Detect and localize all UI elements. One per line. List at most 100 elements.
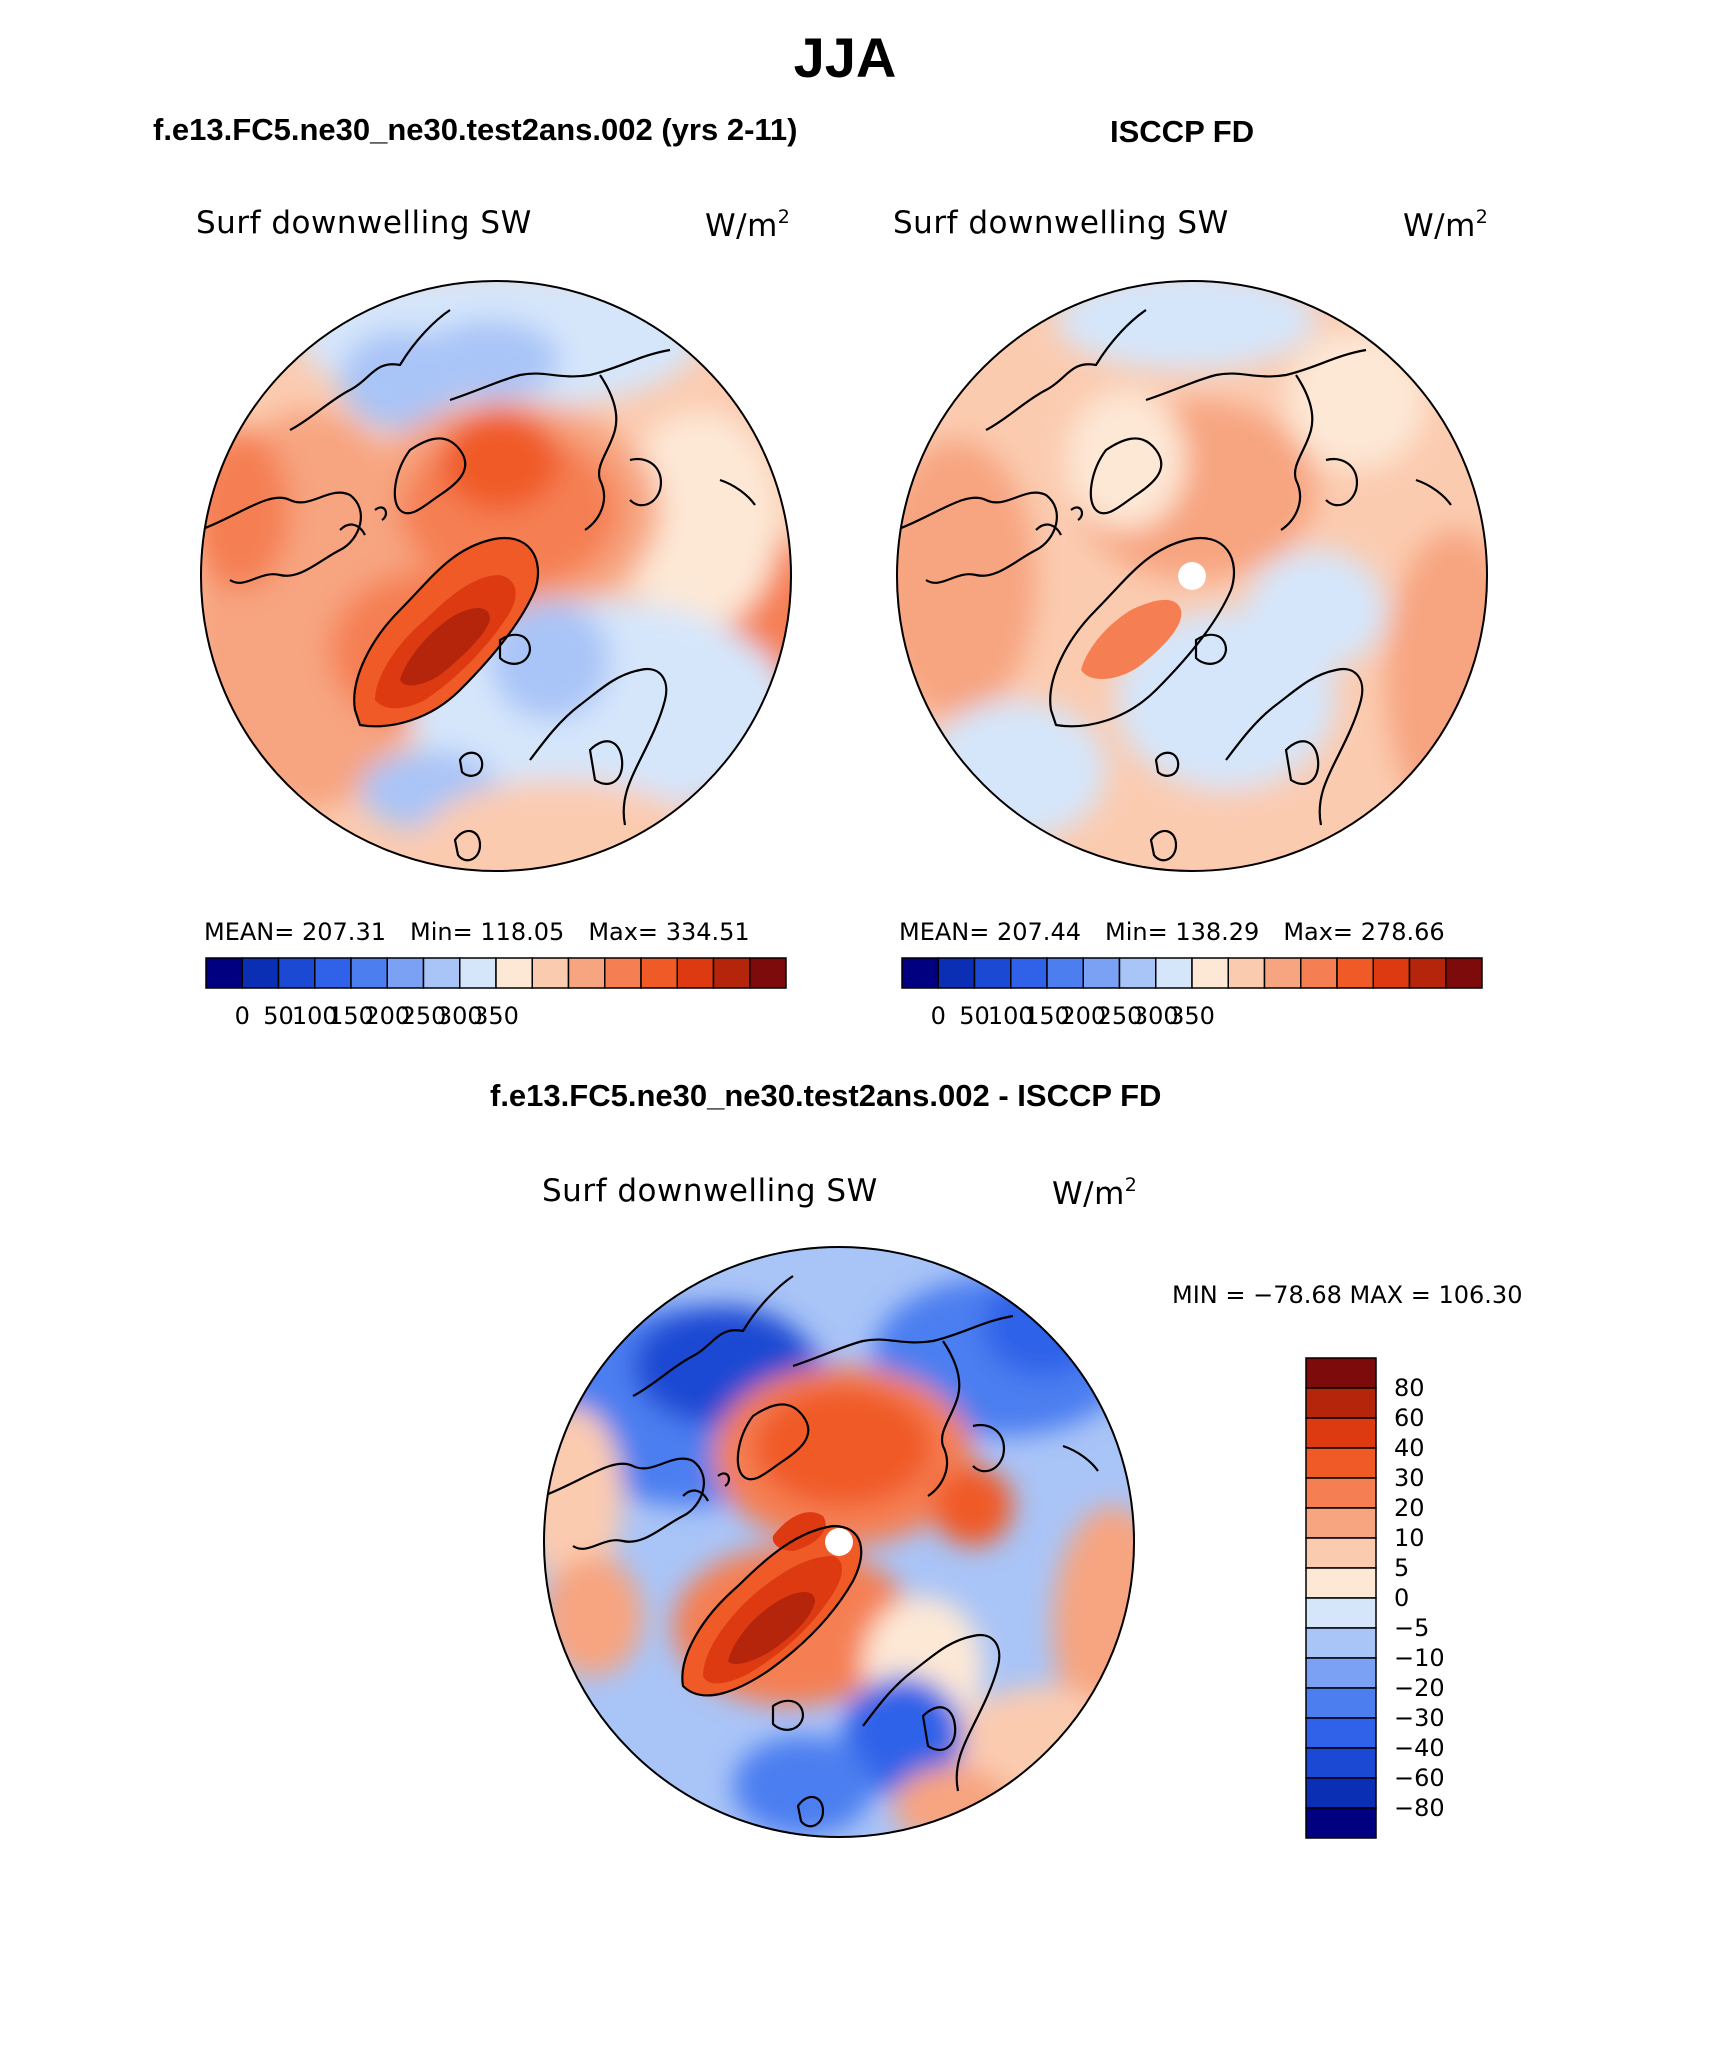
panel-1-colorbar-swatch	[604, 957, 642, 989]
panel-1-colorbar-tick-label: 300	[436, 1002, 483, 1030]
panel-1-colorbar-swatch	[531, 957, 570, 989]
panel-1-stats: MEAN= 207.31 Min= 118.05 Max= 334.51	[204, 918, 750, 946]
panel-1-colorbar-swatch	[495, 957, 533, 989]
panel-3-colorbar-tick-label: −5	[1394, 1614, 1430, 1642]
panel-3-colorbar-swatch	[1305, 1807, 1377, 1839]
panel-2-colorbar-swatch	[1046, 957, 1084, 989]
panel-1-colorbar-swatch	[459, 957, 497, 989]
panel-1-colorbar-swatch	[640, 957, 678, 989]
panel-3-colorbar-tick-label: 0	[1394, 1584, 1410, 1612]
panel-1-units: W/m2	[705, 206, 791, 244]
panel-1-colorbar-swatch	[277, 957, 316, 989]
panel-3-colorbar-tick-label: 80	[1394, 1374, 1425, 1402]
panel-2-colorbar-swatch	[1010, 957, 1048, 989]
panel-3-colorbar-tick-label: −80	[1394, 1794, 1445, 1822]
panel-3-colorbar-ticks: 80 60 40 30 20 10 5 0 −5 −10 −20 −30 −40 −60 −80	[1394, 1358, 1494, 1838]
panel-2-colorbar-swatch	[1155, 957, 1193, 989]
panel-1-colorbar-tick-label: 50	[263, 1002, 294, 1030]
panel-3-colorbar-swatch	[1305, 1747, 1377, 1779]
panel-2-colorbar	[901, 957, 1483, 989]
panel-2-colorbar-swatch	[973, 957, 1012, 989]
panel-1-colorbar-swatch	[205, 957, 243, 989]
panel-3-colorbar-tick-label: −20	[1394, 1674, 1445, 1702]
panel-1-colorbar-ticks: 0 50 100 150 200 250 300 350	[206, 1004, 786, 1034]
panel-3-colorbar-tick-label: −10	[1394, 1644, 1445, 1672]
panel-2-colorbar-swatch	[1082, 957, 1121, 989]
panel-1-colorbar-tick-label: 100	[291, 1002, 338, 1030]
panel-2-colorbar-tick-label: 250	[1096, 1002, 1143, 1030]
panel-1-colorbar-swatch	[676, 957, 715, 989]
panel-3-colorbar-swatch	[1305, 1387, 1377, 1419]
panel-2-colorbar-swatch	[901, 957, 939, 989]
panel-3-colorbar-tick-label: 30	[1394, 1464, 1425, 1492]
main-title: JJA	[793, 26, 897, 89]
panel-2-colorbar-tick-label: 200	[1060, 1002, 1107, 1030]
panel-2-colorbar-swatch	[1227, 957, 1266, 989]
panel-2-colorbar-swatch	[1336, 957, 1374, 989]
panel-2-colorbar-tick-label: 50	[959, 1002, 990, 1030]
panel-2-colorbar-tick-label: 350	[1169, 1002, 1215, 1030]
panel-2-colorbar-swatch	[937, 957, 976, 989]
panel-3-colorbar-swatch	[1305, 1567, 1377, 1599]
panel-3-colorbar-tick-label: 40	[1394, 1434, 1425, 1462]
panel-3-units: W/m2	[1052, 1174, 1138, 1212]
panel-3-colorbar-swatch	[1305, 1777, 1377, 1809]
panel-2-map	[896, 280, 1488, 872]
panel-2-colorbar-tick-label: 0	[930, 1002, 946, 1030]
panel-2-colorbar-tick-label: 100	[987, 1002, 1034, 1030]
panel-3-colorbar-swatch	[1305, 1477, 1377, 1509]
panel-2-variable-label: Surf downwelling SW	[893, 205, 1229, 241]
panel-3-colorbar-swatch	[1305, 1627, 1377, 1659]
panel-2-stats: MEAN= 207.44 Min= 138.29 Max= 278.66	[899, 918, 1445, 946]
panel-2-colorbar-tick-label: 300	[1132, 1002, 1179, 1030]
panel-3-colorbar-swatch	[1305, 1447, 1377, 1479]
panel-3-colorbar-tick-label: −60	[1394, 1764, 1445, 1792]
panel-1-colorbar-swatch	[567, 957, 606, 989]
panel-3-colorbar-tick-label: 10	[1394, 1524, 1425, 1552]
panel-3-colorbar-tick-label: 5	[1394, 1554, 1410, 1582]
panel-1-colorbar-swatch	[386, 957, 425, 989]
panel-2-title: ISCCP FD	[1110, 114, 1255, 149]
panel-3-title: f.e13.FC5.ne30_ne30.test2ans.002 - ISCCP…	[490, 1078, 1162, 1113]
panel-3-colorbar-swatch	[1305, 1657, 1377, 1689]
panel-3-colorbar-tick-label: 60	[1394, 1404, 1425, 1432]
panel-1-colorbar-tick-label: 350	[473, 1002, 519, 1030]
panel-1-colorbar-tick-label: 150	[328, 1002, 374, 1030]
panel-1-colorbar-swatch	[422, 957, 461, 989]
panel-1-colorbar	[205, 957, 787, 989]
panel-1-colorbar-tick-label: 200	[364, 1002, 411, 1030]
panel-2-colorbar-swatch	[1263, 957, 1302, 989]
panel-1-variable-label: Surf downwelling SW	[196, 205, 532, 241]
panel-3-colorbar-swatch	[1305, 1417, 1377, 1449]
panel-2-colorbar-swatch	[1445, 957, 1483, 989]
panel-1-title: f.e13.FC5.ne30_ne30.test2ans.002 (yrs 2-…	[153, 112, 798, 147]
panel-3-minmax: MIN = −78.68 MAX = 106.30	[1172, 1281, 1523, 1309]
panel-1-colorbar-tick-label: 0	[234, 1002, 250, 1030]
panel-2-colorbar-tick-label: 150	[1024, 1002, 1070, 1030]
panel-3-map	[543, 1246, 1135, 1838]
panel-3-colorbar-swatch	[1305, 1507, 1377, 1539]
panel-1-colorbar-tick-label: 250	[400, 1002, 447, 1030]
panel-3-colorbar	[1305, 1357, 1377, 1839]
panel-2-colorbar-swatch	[1372, 957, 1411, 989]
panel-1-colorbar-swatch	[350, 957, 388, 989]
panel-3-colorbar-swatch	[1305, 1597, 1377, 1629]
panel-1-colorbar-swatch	[749, 957, 787, 989]
panel-3-colorbar-swatch	[1305, 1537, 1377, 1569]
panel-2-units: W/m2	[1403, 206, 1489, 244]
panel-2-colorbar-swatch	[1408, 957, 1447, 989]
panel-2-colorbar-swatch	[1118, 957, 1157, 989]
panel-3-colorbar-tick-label: −30	[1394, 1704, 1445, 1732]
panel-2-colorbar-swatch	[1300, 957, 1338, 989]
panel-3-colorbar-swatch	[1305, 1717, 1377, 1749]
panel-1-colorbar-swatch	[712, 957, 751, 989]
panel-3-colorbar-tick-label: 20	[1394, 1494, 1425, 1522]
panel-1-colorbar-swatch	[314, 957, 352, 989]
panel-3-colorbar-tick-label: −40	[1394, 1734, 1445, 1762]
panel-1-map	[200, 280, 792, 872]
panel-1-colorbar-swatch	[241, 957, 280, 989]
panel-3-variable-label: Surf downwelling SW	[542, 1173, 878, 1209]
panel-2-colorbar-ticks: 0 50 100 150 200 250 300 350	[902, 1004, 1482, 1034]
panel-3-colorbar-swatch	[1305, 1357, 1377, 1389]
panel-2-colorbar-swatch	[1191, 957, 1229, 989]
